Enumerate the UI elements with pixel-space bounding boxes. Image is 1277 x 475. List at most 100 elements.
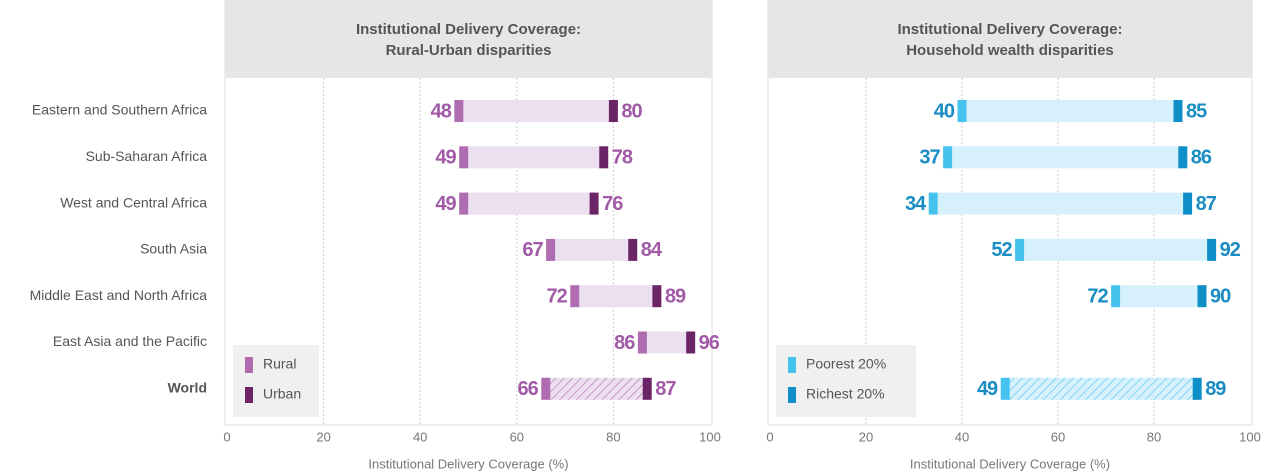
value-label: 37 bbox=[919, 147, 940, 169]
legend-label: Poorest 20% bbox=[806, 356, 886, 372]
value-label: 84 bbox=[641, 239, 663, 261]
x-tick-label: 20 bbox=[859, 429, 873, 444]
marker bbox=[459, 192, 469, 215]
value-label: 90 bbox=[1210, 285, 1231, 307]
range-band bbox=[1019, 238, 1212, 261]
x-tick-label: 0 bbox=[766, 429, 773, 444]
range-band bbox=[962, 100, 1178, 122]
range-band bbox=[574, 285, 657, 308]
value-label: 89 bbox=[1205, 378, 1226, 400]
value-label: 96 bbox=[699, 332, 720, 354]
legend-label: Urban bbox=[263, 386, 301, 402]
chart-title: Household wealth disparities bbox=[906, 42, 1114, 59]
marker bbox=[1000, 377, 1010, 400]
value-label: 49 bbox=[977, 378, 998, 400]
range-band bbox=[463, 192, 595, 215]
range-band bbox=[642, 331, 691, 354]
category-label: World bbox=[168, 380, 207, 396]
legend-label: Richest 20% bbox=[806, 386, 885, 402]
marker bbox=[608, 100, 618, 122]
chart-title: Institutional Delivery Coverage: bbox=[356, 21, 581, 38]
marker bbox=[589, 192, 599, 215]
category-label: West and Central Africa bbox=[60, 194, 207, 210]
marker bbox=[1015, 238, 1025, 261]
legend-swatch bbox=[245, 387, 253, 403]
x-tick-label: 60 bbox=[1051, 429, 1065, 444]
marker bbox=[957, 100, 967, 122]
marker bbox=[1183, 192, 1193, 215]
marker bbox=[686, 331, 696, 354]
value-label: 66 bbox=[518, 378, 539, 400]
marker bbox=[599, 146, 609, 169]
marker bbox=[541, 377, 551, 400]
marker bbox=[642, 377, 652, 400]
legend-label: Rural bbox=[263, 356, 296, 372]
x-tick-label: 60 bbox=[510, 429, 524, 444]
value-label: 48 bbox=[431, 100, 452, 122]
x-tick-label: 100 bbox=[1239, 429, 1261, 444]
panel-header bbox=[225, 0, 712, 78]
category-label: Middle East and North Africa bbox=[30, 287, 208, 303]
value-label: 86 bbox=[1191, 147, 1212, 169]
legend-box bbox=[776, 345, 916, 417]
legend-swatch bbox=[788, 357, 796, 373]
value-label: 85 bbox=[1186, 100, 1207, 122]
marker bbox=[1178, 146, 1188, 169]
x-axis-label: Institutional Delivery Coverage (%) bbox=[368, 456, 568, 471]
panel-header bbox=[768, 0, 1252, 78]
value-label: 76 bbox=[602, 193, 623, 215]
x-axis-label: Institutional Delivery Coverage (%) bbox=[910, 456, 1110, 471]
value-label: 72 bbox=[1087, 285, 1108, 307]
range-band bbox=[458, 100, 614, 122]
marker bbox=[546, 238, 556, 261]
value-label: 52 bbox=[991, 239, 1012, 261]
range-band bbox=[463, 146, 604, 169]
value-label: 89 bbox=[665, 285, 686, 307]
value-label: 87 bbox=[655, 378, 676, 400]
x-tick-label: 40 bbox=[413, 429, 427, 444]
value-label: 78 bbox=[612, 147, 633, 169]
value-label: 49 bbox=[435, 193, 456, 215]
marker bbox=[1173, 100, 1183, 122]
marker bbox=[652, 285, 662, 308]
marker bbox=[454, 100, 464, 122]
range-band bbox=[947, 146, 1183, 169]
marker bbox=[928, 192, 938, 215]
value-label: 49 bbox=[435, 147, 456, 169]
category-label: Sub-Saharan Africa bbox=[86, 148, 208, 164]
marker bbox=[459, 146, 469, 169]
marker bbox=[628, 238, 638, 261]
value-label: 92 bbox=[1220, 239, 1241, 261]
category-label: East Asia and the Pacific bbox=[53, 333, 207, 349]
value-label: 40 bbox=[934, 100, 955, 122]
marker bbox=[1111, 285, 1121, 308]
range-band bbox=[933, 192, 1188, 215]
chart-title: Rural-Urban disparities bbox=[386, 42, 552, 59]
x-tick-label: 20 bbox=[316, 429, 330, 444]
range-band bbox=[550, 238, 633, 261]
range-band bbox=[1115, 285, 1202, 308]
x-tick-label: 80 bbox=[606, 429, 620, 444]
value-label: 67 bbox=[522, 239, 543, 261]
x-tick-label: 100 bbox=[699, 429, 721, 444]
marker bbox=[1197, 285, 1207, 308]
marker bbox=[637, 331, 647, 354]
x-tick-label: 80 bbox=[1147, 429, 1161, 444]
value-label: 72 bbox=[547, 285, 568, 307]
chart-title: Institutional Delivery Coverage: bbox=[897, 21, 1122, 38]
marker bbox=[1207, 238, 1217, 261]
value-label: 87 bbox=[1196, 193, 1217, 215]
marker bbox=[1192, 377, 1202, 400]
value-label: 34 bbox=[905, 193, 927, 215]
legend-swatch bbox=[245, 357, 253, 373]
value-label: 80 bbox=[621, 100, 642, 122]
marker bbox=[943, 146, 953, 169]
x-tick-label: 0 bbox=[223, 429, 230, 444]
value-label: 86 bbox=[614, 332, 635, 354]
legend-swatch bbox=[788, 387, 796, 403]
range-band bbox=[545, 377, 648, 400]
category-label: Eastern and Southern Africa bbox=[32, 102, 207, 118]
range-band bbox=[1005, 377, 1198, 400]
x-tick-label: 40 bbox=[955, 429, 969, 444]
